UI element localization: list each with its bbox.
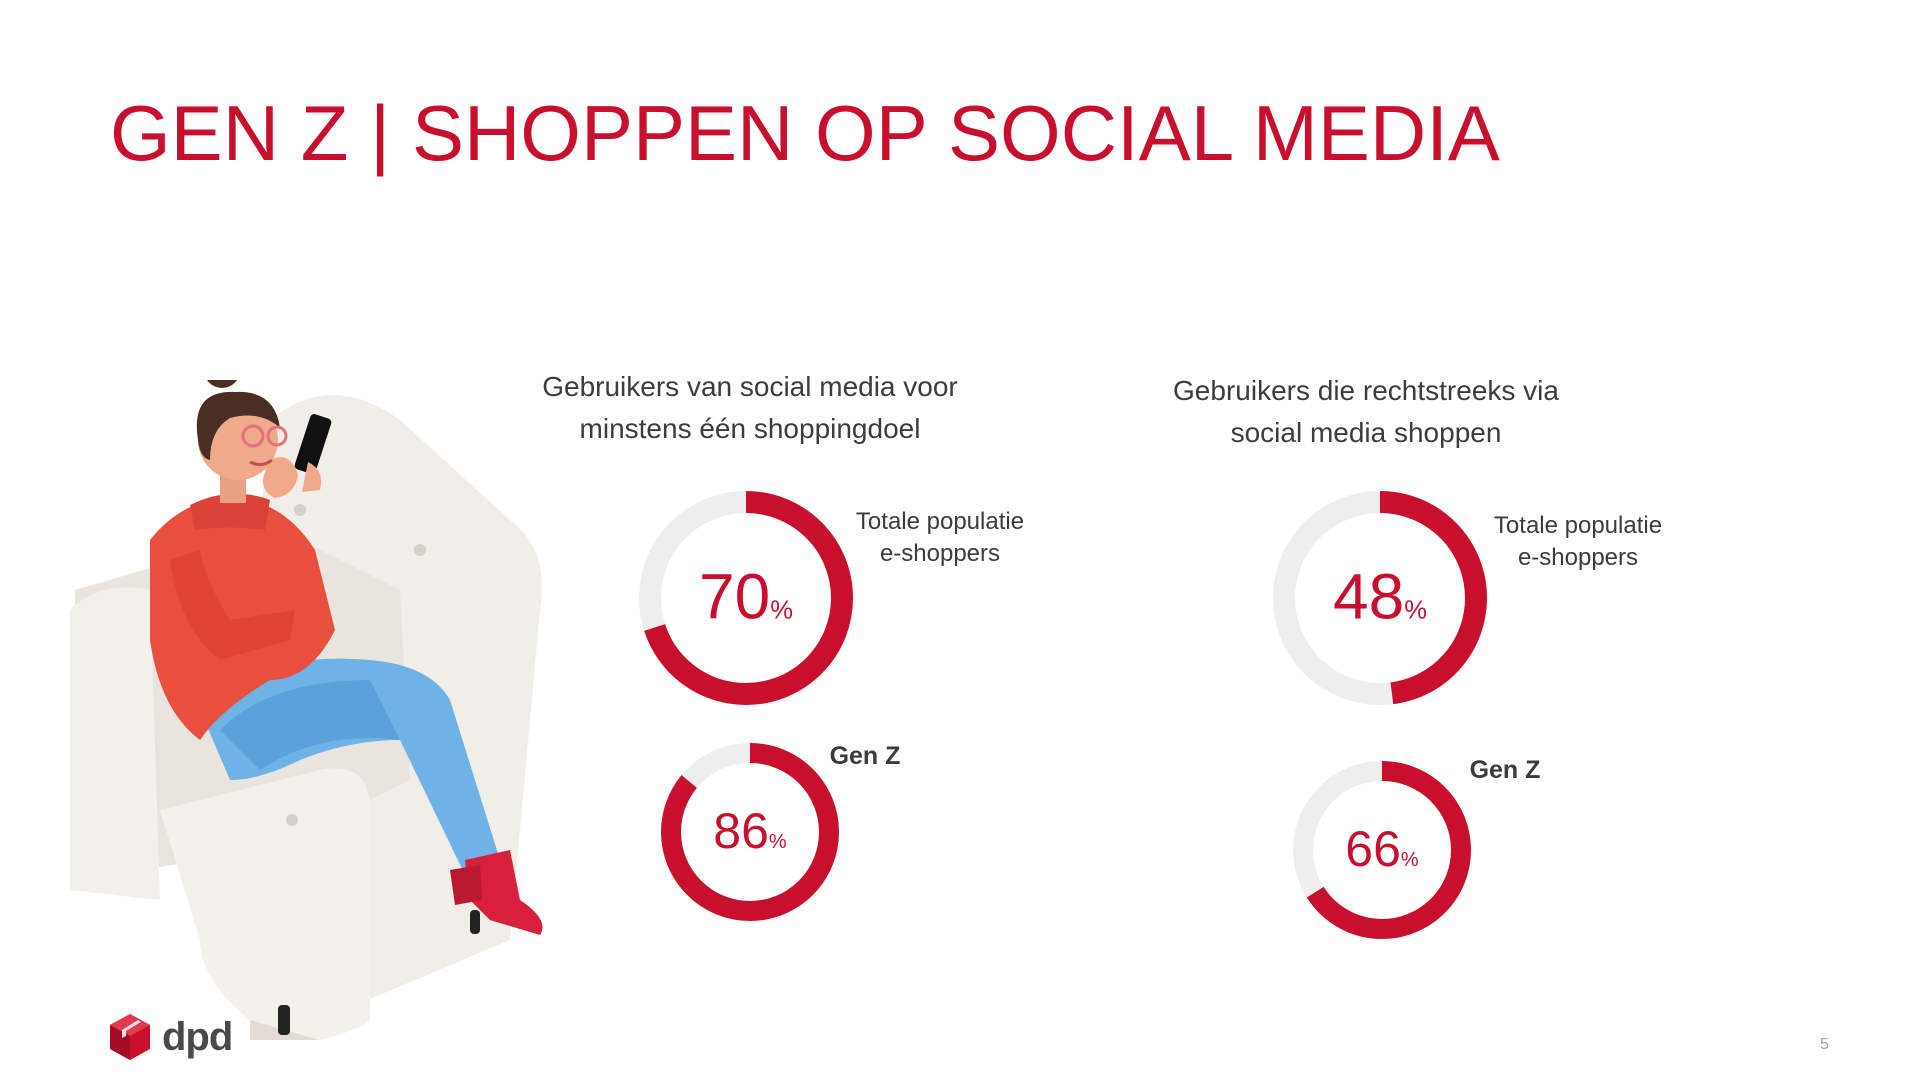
- page-number: 5: [1820, 1036, 1829, 1053]
- woman-on-armchair-illustration: [70, 380, 543, 1040]
- donut-value: 66: [1345, 820, 1401, 877]
- donut-chart-2-total: 48%: [1270, 488, 1490, 708]
- dpd-logo: dpd: [108, 1012, 233, 1062]
- donut-unit: %: [768, 830, 787, 853]
- donut-chart-1-genz: 86%: [660, 742, 840, 922]
- chart-1-title: Gebruikers van social media voor minsten…: [542, 371, 958, 444]
- logo-text: dpd: [162, 1014, 233, 1059]
- dpd-cube-icon: [110, 1014, 150, 1060]
- donut-unit: %: [1400, 848, 1419, 871]
- chart-2-series-total-label: Totale populatie e-shoppers: [1493, 512, 1663, 571]
- donut-value-arc: [661, 743, 839, 921]
- donut-value: 48: [1333, 560, 1405, 633]
- chart-2-title: Gebruikers die rechtstreeks via social m…: [1173, 375, 1559, 448]
- page-title: GEN Z | SHOPPEN OP SOCIAL MEDIA: [110, 89, 1500, 177]
- donut-chart-2-genz: 66%: [1292, 760, 1472, 940]
- donut-value: 70: [699, 560, 771, 633]
- donut-value: 86: [713, 802, 769, 859]
- chart-2-series-genz-label: Gen Z: [1469, 756, 1541, 784]
- donut-unit: %: [1404, 596, 1427, 625]
- donut-value-arc: [1293, 761, 1471, 939]
- chart-1-series-total-label: Totale populatie e-shoppers: [855, 508, 1025, 567]
- donut-chart-1-total: 70%: [636, 488, 856, 708]
- donut-value-arc: [639, 491, 853, 705]
- chart-1-series-genz-label: Gen Z: [829, 742, 901, 770]
- donut-value-arc: [1273, 491, 1487, 705]
- donut-unit: %: [770, 596, 793, 625]
